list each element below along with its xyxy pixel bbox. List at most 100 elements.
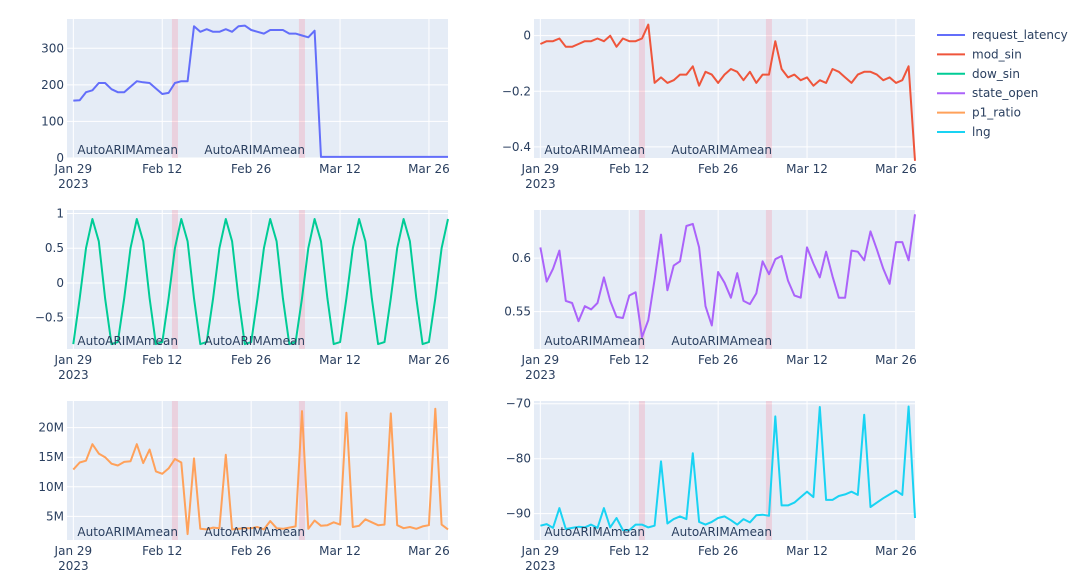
x-year-label: 2023 xyxy=(525,559,556,573)
annotation-label: AutoARIMAmean xyxy=(671,334,772,348)
x-tick-label: Feb 12 xyxy=(609,353,649,367)
highlight-band xyxy=(298,19,305,158)
x-tick-label: Mar 12 xyxy=(319,353,361,367)
x-tick-label: Jan 29 xyxy=(54,544,93,558)
annotation-label: AutoARIMAmean xyxy=(204,525,305,539)
x-tick-label: Mar 26 xyxy=(408,162,450,176)
legend-item-p1_ratio: p1_ratio xyxy=(937,106,1021,120)
x-tick-label: Feb 26 xyxy=(231,162,271,176)
y-tick-label: 100 xyxy=(41,114,64,128)
series-line-lng xyxy=(540,405,916,532)
x-tick-label: Feb 26 xyxy=(231,353,271,367)
legend-item-lng: lng xyxy=(937,125,991,139)
y-tick-label: 5M xyxy=(46,509,64,523)
highlight-band xyxy=(765,401,772,540)
annotation-label: AutoARIMAmean xyxy=(77,334,178,348)
x-tick-label: Jan 29 xyxy=(521,162,560,176)
legend-label: dow_sin xyxy=(972,67,1020,81)
x-year-label: 2023 xyxy=(525,177,556,191)
annotation-label: AutoARIMAmean xyxy=(544,334,645,348)
subplot-dow_sin: 1 0.5 0 −0.5 AutoARIMAmean AutoARIMAmean Jan 2… xyxy=(35,206,450,382)
x-year-label: 2023 xyxy=(58,559,89,573)
highlight-band xyxy=(298,210,305,349)
x-year-label: 2023 xyxy=(58,368,89,382)
annotation-label: AutoARIMAmean xyxy=(77,143,178,157)
highlight-band xyxy=(638,19,645,158)
plot-area xyxy=(67,210,448,349)
annotation-label: AutoARIMAmean xyxy=(204,334,305,348)
y-tick-label: 300 xyxy=(41,41,64,55)
subplot-request_latency: 0 100 200 300 AutoARIMAmean AutoARIMAmean Jan … xyxy=(41,19,450,191)
x-tick-label: Feb 12 xyxy=(142,544,182,558)
plot-area xyxy=(534,401,915,540)
x-year-label: 2023 xyxy=(525,368,556,382)
x-tick-label: Mar 12 xyxy=(319,162,361,176)
legend-label: p1_ratio xyxy=(972,106,1021,120)
x-tick-label: Mar 26 xyxy=(875,544,917,558)
highlight-band xyxy=(171,210,178,349)
legend: request_latency mod_sin dow_sin state_openp… xyxy=(937,28,1068,139)
y-tick-label: −0.5 xyxy=(35,311,64,325)
subplot-p1_ratio: 5M 10M 15M 20M AutoARIMAmean AutoARIMAmean Jan… xyxy=(38,401,450,573)
x-tick-label: Mar 26 xyxy=(408,544,450,558)
y-tick-label: 1 xyxy=(56,206,64,220)
subplot-state_open: 0.6 0.55 AutoARIMAmean AutoARIMAmean Jan 29 F… xyxy=(504,210,917,382)
x-tick-label: Jan 29 xyxy=(54,353,93,367)
y-tick-label: 200 xyxy=(41,78,64,92)
highlight-band xyxy=(298,401,305,540)
x-tick-label: Mar 12 xyxy=(319,544,361,558)
y-tick-label: −90 xyxy=(506,507,531,521)
annotation-label: AutoARIMAmean xyxy=(671,525,772,539)
legend-label: state_open xyxy=(972,86,1038,100)
annotation-label: AutoARIMAmean xyxy=(77,525,178,539)
x-tick-label: Feb 26 xyxy=(698,162,738,176)
plot-area xyxy=(534,210,915,349)
highlight-band xyxy=(765,19,772,158)
y-tick-label: 20M xyxy=(38,421,64,435)
y-tick-label: −80 xyxy=(506,452,531,466)
highlight-band xyxy=(638,210,645,349)
y-tick-label: 0.6 xyxy=(512,251,531,265)
subplot-lng: −70 −80 −90 AutoARIMAmean AutoARIMAmean Jan 2… xyxy=(506,397,917,573)
highlight-band xyxy=(171,19,178,158)
y-tick-label: 10M xyxy=(38,480,64,494)
x-tick-label: Feb 12 xyxy=(609,544,649,558)
highlight-band xyxy=(171,401,178,540)
x-tick-label: Feb 12 xyxy=(142,353,182,367)
annotation-label: AutoARIMAmean xyxy=(544,525,645,539)
legend-item-mod_sin: mod_sin xyxy=(937,47,1022,61)
x-tick-label: Mar 12 xyxy=(786,162,828,176)
legend-item-state_open: state_open xyxy=(937,86,1038,100)
x-tick-label: Jan 29 xyxy=(54,162,93,176)
x-tick-label: Jan 29 xyxy=(521,544,560,558)
plot-area xyxy=(534,19,915,158)
series-line-request_latency xyxy=(73,24,448,158)
x-year-label: 2023 xyxy=(58,177,89,191)
x-tick-label: Jan 29 xyxy=(521,353,560,367)
legend-item-request_latency: request_latency xyxy=(937,28,1068,42)
legend-item-dow_sin: dow_sin xyxy=(937,67,1020,81)
y-tick-label: 15M xyxy=(38,450,64,464)
legend-label: mod_sin xyxy=(972,47,1022,61)
y-tick-label: 0 xyxy=(56,151,64,165)
y-tick-label: −70 xyxy=(506,397,531,411)
plot-area xyxy=(67,19,448,158)
y-tick-label: 0 xyxy=(56,276,64,290)
annotation-label: AutoARIMAmean xyxy=(204,143,305,157)
y-tick-label: 0 xyxy=(523,29,531,43)
x-tick-label: Mar 26 xyxy=(875,353,917,367)
x-tick-label: Mar 12 xyxy=(786,544,828,558)
x-tick-label: Mar 26 xyxy=(875,162,917,176)
x-tick-label: Feb 26 xyxy=(698,353,738,367)
legend-label: lng xyxy=(972,125,991,139)
series-line-mod_sin xyxy=(539,23,916,161)
y-tick-label: −0.4 xyxy=(502,140,531,154)
y-tick-label: 0.5 xyxy=(45,241,64,255)
highlight-band xyxy=(638,401,645,540)
annotation-label: AutoARIMAmean xyxy=(544,143,645,157)
x-tick-label: Mar 26 xyxy=(408,353,450,367)
x-tick-label: Feb 26 xyxy=(698,544,738,558)
series-line-dow_sin xyxy=(72,218,449,346)
y-tick-label: 0.55 xyxy=(504,305,531,319)
